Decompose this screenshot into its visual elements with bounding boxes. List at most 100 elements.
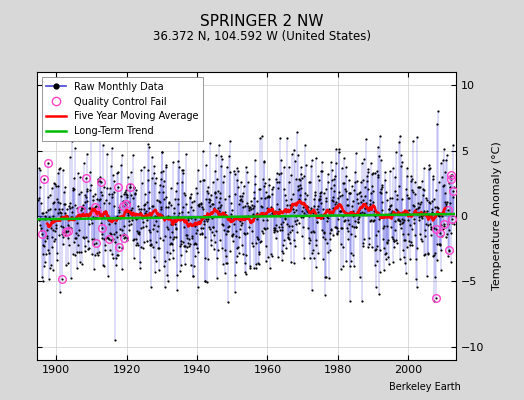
Point bbox=[122, 236, 130, 243]
Point bbox=[114, 169, 122, 176]
Point bbox=[277, 221, 286, 227]
Point bbox=[204, 256, 212, 262]
Point bbox=[146, 242, 154, 249]
Point bbox=[290, 237, 298, 243]
Point bbox=[180, 224, 189, 230]
Point bbox=[248, 240, 257, 246]
Point bbox=[447, 216, 456, 222]
Point bbox=[43, 226, 51, 233]
Point bbox=[214, 211, 222, 218]
Point bbox=[200, 177, 208, 183]
Point bbox=[107, 194, 116, 200]
Point bbox=[296, 176, 304, 183]
Point bbox=[402, 270, 410, 276]
Point bbox=[228, 233, 237, 240]
Point bbox=[253, 233, 261, 240]
Point bbox=[144, 177, 152, 183]
Point bbox=[139, 224, 147, 230]
Point bbox=[286, 228, 294, 235]
Point bbox=[331, 200, 340, 207]
Point bbox=[344, 228, 352, 234]
Point bbox=[361, 204, 369, 211]
Point bbox=[151, 258, 160, 264]
Point bbox=[216, 202, 225, 208]
Point bbox=[384, 254, 392, 260]
Point bbox=[286, 202, 294, 209]
Point bbox=[51, 206, 60, 213]
Point bbox=[202, 218, 211, 224]
Point bbox=[206, 226, 215, 232]
Point bbox=[62, 262, 71, 269]
Point bbox=[168, 247, 177, 254]
Point bbox=[348, 203, 356, 210]
Point bbox=[263, 194, 271, 201]
Point bbox=[290, 242, 299, 249]
Point bbox=[34, 196, 42, 203]
Point bbox=[61, 227, 70, 234]
Point bbox=[226, 138, 235, 145]
Point bbox=[351, 233, 359, 240]
Point bbox=[283, 221, 291, 227]
Point bbox=[128, 195, 137, 202]
Point bbox=[192, 230, 200, 236]
Point bbox=[293, 182, 302, 189]
Point bbox=[271, 208, 279, 214]
Point bbox=[331, 173, 339, 180]
Point bbox=[178, 179, 186, 186]
Point bbox=[199, 225, 207, 232]
Point bbox=[432, 241, 441, 248]
Point bbox=[94, 178, 102, 184]
Point bbox=[366, 201, 374, 207]
Point bbox=[118, 266, 126, 272]
Point bbox=[140, 164, 149, 171]
Point bbox=[83, 151, 92, 158]
Point bbox=[79, 234, 88, 240]
Point bbox=[285, 179, 293, 186]
Point bbox=[403, 192, 412, 198]
Point bbox=[97, 235, 106, 241]
Point bbox=[402, 244, 411, 250]
Point bbox=[74, 232, 83, 239]
Point bbox=[319, 234, 328, 240]
Point bbox=[171, 221, 179, 228]
Point bbox=[396, 133, 405, 139]
Point bbox=[392, 149, 400, 155]
Point bbox=[199, 148, 208, 154]
Point bbox=[287, 172, 296, 178]
Point bbox=[298, 174, 306, 181]
Point bbox=[195, 218, 203, 224]
Point bbox=[352, 224, 361, 230]
Point bbox=[63, 222, 72, 228]
Point bbox=[417, 236, 425, 242]
Point bbox=[201, 278, 210, 284]
Point bbox=[428, 208, 436, 215]
Point bbox=[383, 240, 391, 246]
Point bbox=[207, 192, 215, 198]
Point bbox=[37, 199, 45, 206]
Point bbox=[212, 228, 221, 235]
Point bbox=[387, 224, 395, 230]
Point bbox=[276, 135, 284, 141]
Point bbox=[197, 201, 205, 207]
Point bbox=[233, 164, 242, 171]
Point bbox=[203, 278, 211, 285]
Point bbox=[216, 195, 224, 201]
Point bbox=[424, 222, 432, 228]
Point bbox=[68, 214, 77, 220]
Point bbox=[243, 230, 252, 237]
Point bbox=[449, 194, 457, 200]
Point bbox=[330, 188, 339, 194]
Point bbox=[64, 242, 73, 248]
Point bbox=[348, 222, 356, 229]
Point bbox=[209, 224, 217, 230]
Point bbox=[266, 212, 274, 219]
Point bbox=[342, 164, 351, 170]
Point bbox=[119, 232, 127, 238]
Point bbox=[190, 223, 199, 230]
Point bbox=[36, 222, 44, 228]
Point bbox=[108, 191, 116, 198]
Point bbox=[409, 138, 417, 144]
Point bbox=[95, 92, 104, 98]
Point bbox=[268, 209, 277, 215]
Point bbox=[178, 167, 187, 173]
